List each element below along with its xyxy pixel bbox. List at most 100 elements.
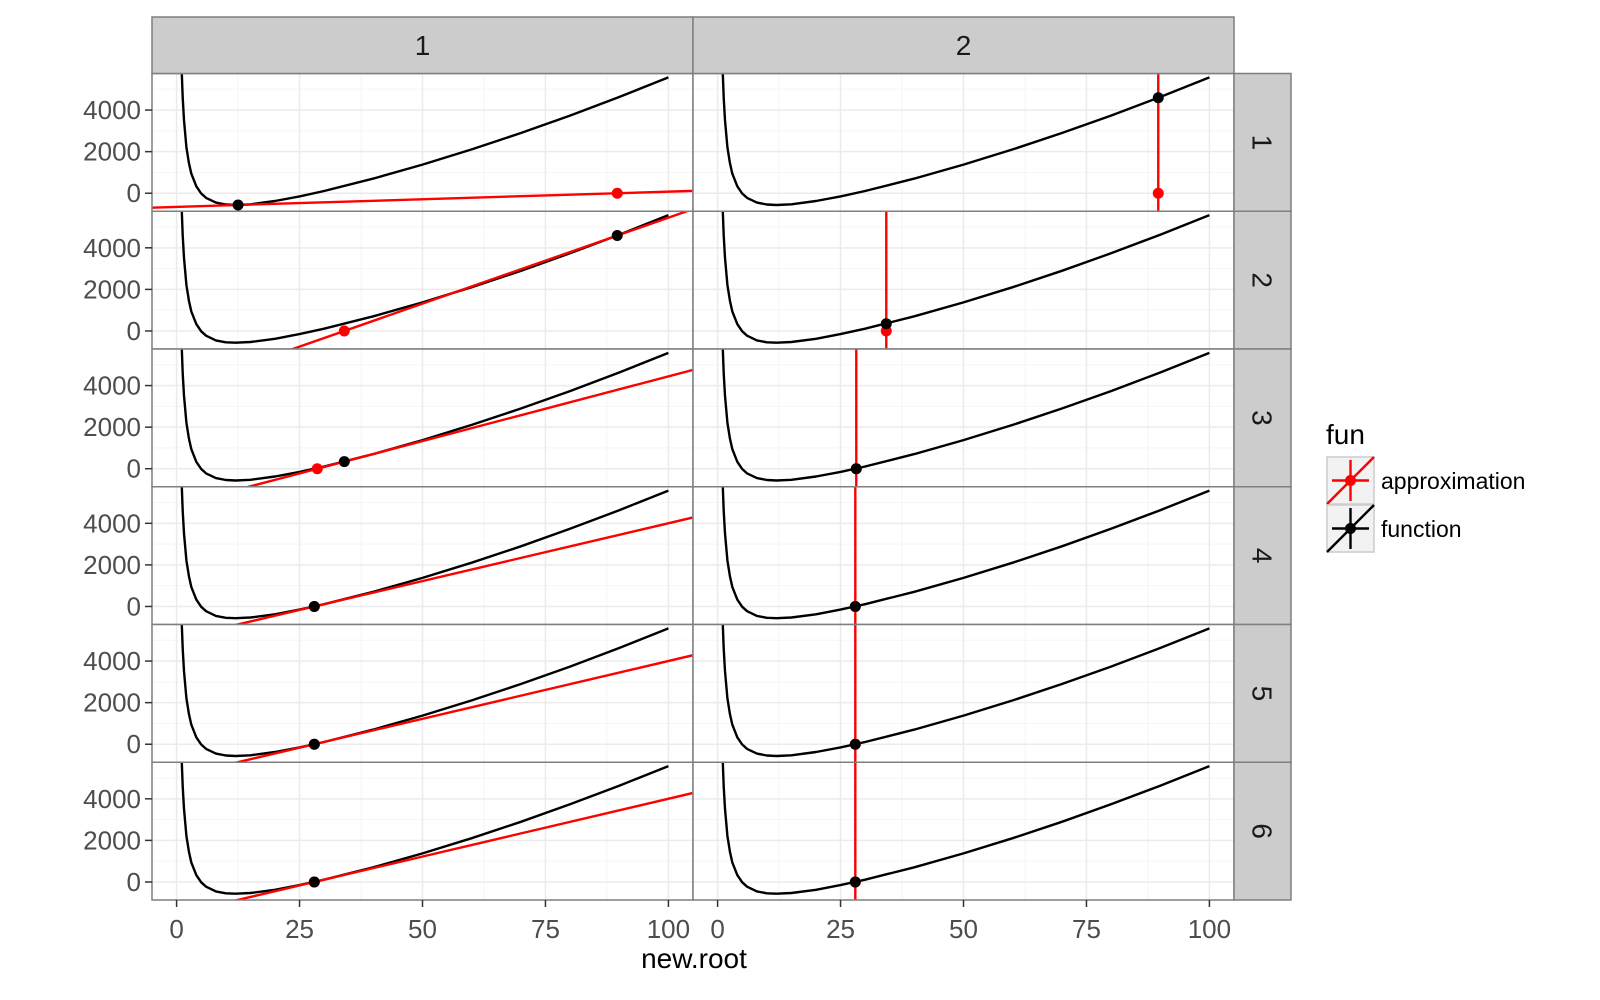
x-tick-label: 100 <box>647 914 690 944</box>
approximation-line <box>232 516 693 625</box>
column-strip <box>151 16 694 75</box>
function-line <box>721 73 1210 207</box>
y-tick-label: 2000 <box>83 274 141 304</box>
function-point <box>1152 92 1164 104</box>
function-point <box>308 738 320 750</box>
function-line <box>180 349 669 482</box>
approximation-line <box>232 791 693 900</box>
function-point <box>308 876 320 888</box>
row-strip <box>1233 210 1292 350</box>
legend-key-point <box>1345 475 1356 486</box>
panel-content <box>152 73 693 212</box>
y-tick-label: 2000 <box>83 412 141 442</box>
panel-content <box>693 486 1234 625</box>
function-point <box>308 600 320 612</box>
panel-2-6 <box>692 761 1235 901</box>
approximation-point <box>611 187 623 199</box>
row-strip <box>1233 761 1292 901</box>
panel-content <box>152 349 693 487</box>
legend-label: function <box>1381 516 1462 542</box>
row-strip-label: 1 <box>1247 135 1278 151</box>
function-line <box>721 211 1210 344</box>
function-line <box>180 486 669 620</box>
y-tick-label: 2000 <box>83 550 141 580</box>
panel-1-6 <box>151 761 694 901</box>
legend-item-function: function <box>1326 504 1462 553</box>
y-tick-label: 0 <box>127 591 141 621</box>
function-line <box>721 486 1210 620</box>
function-point <box>880 318 892 330</box>
panel-content <box>693 624 1234 763</box>
panel-content <box>693 73 1234 212</box>
y-tick-label: 0 <box>127 316 141 346</box>
y-tick-label: 0 <box>127 178 141 208</box>
panel-content <box>152 762 693 900</box>
function-line <box>721 349 1210 482</box>
y-tick-label: 2000 <box>83 825 141 855</box>
approximation-point <box>311 463 323 475</box>
column-strip-label: 2 <box>956 30 972 61</box>
y-tick-label: 4000 <box>83 233 141 263</box>
function-line <box>180 762 669 895</box>
panels <box>151 72 1235 901</box>
x-tick-label: 0 <box>710 914 724 944</box>
x-tick-label: 0 <box>169 914 183 944</box>
x-tick-label: 25 <box>285 914 314 944</box>
function-point <box>849 876 861 888</box>
legend-key-point <box>1345 523 1356 534</box>
function-line <box>180 624 669 758</box>
row-strip-label: 6 <box>1247 823 1278 839</box>
panel-content <box>152 211 693 349</box>
row-strip-label: 3 <box>1247 410 1278 426</box>
approximation-line <box>232 654 693 763</box>
panel-content <box>693 349 1234 487</box>
y-tick-label: 2000 <box>83 688 141 718</box>
panel-content <box>152 486 693 625</box>
y-tick-label: 0 <box>127 729 141 759</box>
approximation-point <box>338 325 350 337</box>
x-axis-title: new.root <box>641 943 747 974</box>
row-strip-label: 5 <box>1247 686 1278 702</box>
facet-strips: 1 2 1 2 3 4 5 6 <box>151 16 1292 901</box>
function-line <box>721 624 1210 758</box>
legend: fun approximation function <box>1326 419 1525 553</box>
y-tick-label: 2000 <box>83 137 141 167</box>
x-tick-label: 100 <box>1188 914 1231 944</box>
row-strip-label: 2 <box>1247 272 1278 288</box>
legend-label: approximation <box>1381 468 1525 494</box>
panel-1-2 <box>151 210 694 350</box>
function-point <box>611 230 623 242</box>
panel-1-4 <box>151 486 694 626</box>
y-tick-label: 4000 <box>83 371 141 401</box>
approximation-line <box>289 211 691 349</box>
x-tick-label: 75 <box>1072 914 1101 944</box>
function-point <box>232 199 244 211</box>
x-tick-label: 50 <box>408 914 437 944</box>
legend-title: fun <box>1326 419 1365 450</box>
function-point <box>850 463 862 475</box>
approximation-line <box>243 368 693 487</box>
y-tick-label: 4000 <box>83 784 141 814</box>
column-strip <box>692 16 1235 75</box>
y-tick-label: 4000 <box>83 95 141 125</box>
legend-item-approximation: approximation <box>1326 456 1525 505</box>
y-tick-label: 0 <box>127 454 141 484</box>
panel-content <box>152 624 693 763</box>
function-line <box>721 762 1210 895</box>
panel-content <box>693 762 1234 900</box>
y-tick-label: 4000 <box>83 508 141 538</box>
row-strip <box>1233 486 1292 626</box>
x-tick-label: 75 <box>531 914 560 944</box>
approximation-point <box>1152 187 1164 199</box>
panel-2-2 <box>692 210 1235 350</box>
panel-content <box>693 211 1234 349</box>
row-strip <box>1233 348 1292 488</box>
y-tick-label: 0 <box>127 867 141 897</box>
row-strip-label: 4 <box>1247 548 1278 564</box>
function-point <box>338 456 350 468</box>
panel-1-5 <box>151 623 694 763</box>
panel-2-1 <box>692 72 1235 212</box>
column-strip-label: 1 <box>415 30 431 61</box>
x-tick-label: 25 <box>826 914 855 944</box>
